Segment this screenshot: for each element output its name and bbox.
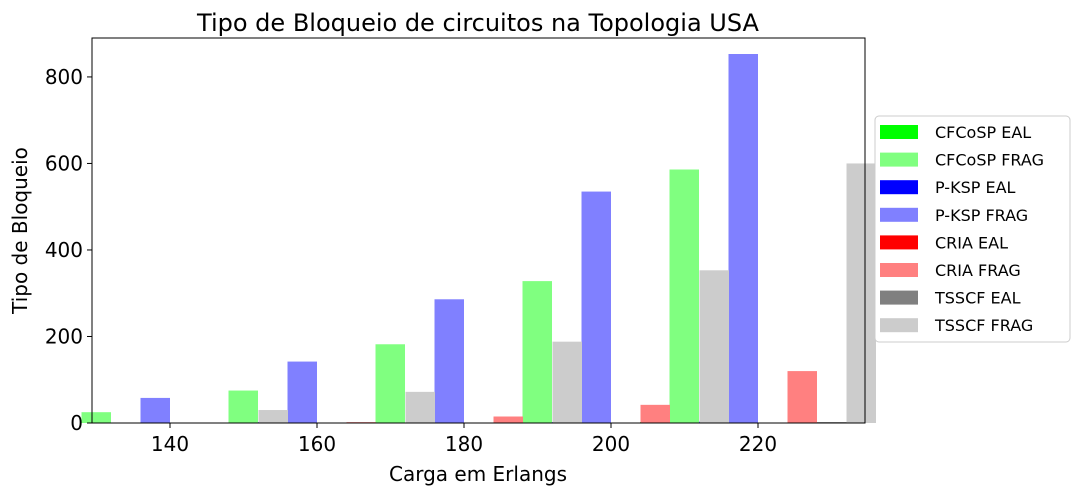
legend-swatch (880, 290, 918, 305)
x-axis-label: Carga em Erlangs (389, 462, 567, 486)
bar-cfcosp-frag-160 (228, 390, 258, 423)
bar-tsscf-frag-200 (699, 270, 729, 423)
legend-label: CFCoSP EAL (935, 123, 1031, 142)
bar-cfcosp-frag-220 (669, 169, 699, 423)
x-tick-label: 220 (739, 432, 777, 456)
bar-cfcosp-frag-180 (375, 344, 405, 423)
legend-swatch (880, 207, 918, 222)
legend-label: TSSCF FRAG (934, 316, 1033, 335)
bar-cfcosp-frag-140 (81, 412, 111, 423)
legend: CFCoSP EAL CFCoSP FRAG P-KSP EAL P-KSP FRAG… (874, 115, 1071, 343)
y-tick-label: 200 (45, 324, 83, 348)
bar-cria-frag-180 (493, 416, 523, 423)
chart-title: Tipo de Bloqueio de circuitos na Topolog… (196, 9, 759, 37)
legend-swatch (880, 125, 918, 139)
legend-swatch (880, 235, 918, 250)
legend-swatch (880, 263, 918, 277)
bar-p-ksp-frag-140 (140, 397, 170, 423)
legend-swatch (880, 180, 918, 195)
legend-label: CRIA EAL (935, 233, 1008, 252)
legend-label: TSSCF EAL (934, 289, 1021, 308)
y-tick-label: 400 (45, 238, 83, 262)
x-tick-label: 180 (445, 432, 483, 456)
bar-p-ksp-frag-200 (581, 191, 611, 423)
x-tick-label: 200 (592, 432, 630, 456)
y-tick-label: 800 (45, 65, 83, 89)
bar-tsscf-frag-220 (846, 163, 876, 423)
y-axis-label: Tipo de Bloqueio (8, 147, 32, 315)
bar-p-ksp-frag-220 (728, 54, 758, 424)
plot-frame (91, 37, 866, 424)
bar-p-ksp-frag-180 (434, 299, 464, 423)
y-axis: 0 200 400 600 800 (45, 65, 92, 435)
bars-group (81, 54, 876, 424)
legend-swatch (880, 318, 918, 333)
legend-label: CFCoSP FRAG (935, 151, 1044, 170)
bar-cfcosp-frag-200 (522, 281, 552, 423)
legend-label: P-KSP FRAG (935, 206, 1028, 225)
bar-cria-frag-220 (787, 371, 817, 423)
bar-tsscf-frag-160 (405, 391, 435, 423)
x-tick-label: 140 (151, 432, 189, 456)
bar-p-ksp-frag-160 (287, 361, 317, 423)
legend-frame (874, 115, 1071, 343)
x-tick-label: 160 (298, 432, 336, 456)
legend-label: CRIA FRAG (935, 261, 1021, 280)
legend-swatch (880, 152, 918, 167)
bar-tsscf-frag-180 (552, 341, 582, 423)
bar-tsscf-frag-140 (258, 410, 288, 423)
legend-label: P-KSP EAL (935, 178, 1016, 197)
x-axis: 140 160 180 200 220 (151, 423, 777, 456)
y-tick-label: 0 (70, 411, 83, 435)
bar-cria-frag-200 (640, 404, 670, 423)
y-tick-label: 600 (45, 151, 83, 175)
